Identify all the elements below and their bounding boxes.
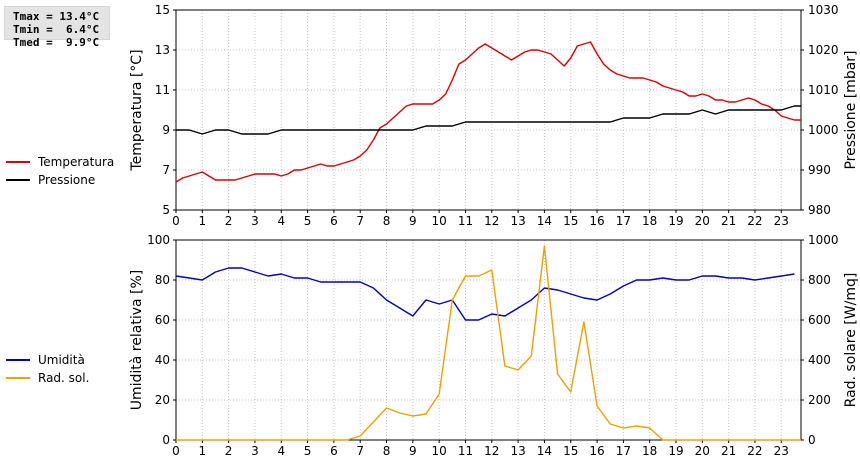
x-tick-label: 22 xyxy=(747,444,762,458)
x-tick-label: 10 xyxy=(432,444,447,458)
x-tick-label: 18 xyxy=(642,444,657,458)
y-left-tick-label: 13 xyxy=(155,43,170,57)
x-tick-label: 15 xyxy=(563,214,578,228)
x-tick-label: 11 xyxy=(458,214,473,228)
x-tick-label: 16 xyxy=(589,444,604,458)
y-left-tick-label: 9 xyxy=(162,123,170,137)
y-left-tick-label: 5 xyxy=(162,203,170,217)
x-tick-label: 14 xyxy=(537,444,552,458)
y-left-axis-label: Umidità relativa [%] xyxy=(129,270,145,411)
y-right-tick-label: 400 xyxy=(808,353,831,367)
x-tick-label: 0 xyxy=(172,444,180,458)
x-tick-label: 10 xyxy=(432,214,447,228)
x-tick-label: 3 xyxy=(251,214,259,228)
y-right-axis-label: Pressione [mbar] xyxy=(843,50,859,169)
x-tick-label: 9 xyxy=(409,214,417,228)
series-line-umidit- xyxy=(175,267,795,321)
x-tick-label: 13 xyxy=(510,444,525,458)
x-tick-label: 17 xyxy=(616,444,631,458)
x-tick-label: 21 xyxy=(721,214,736,228)
x-tick-label: 8 xyxy=(383,214,391,228)
stat-tmed: Tmed = 9.9°C xyxy=(13,36,100,49)
chart-2: 0 1 2 3 4 5 6 7 8 9 10 11 12 13 14 15 16 17 18 19 20 21 22 2302… xyxy=(6,233,859,458)
x-tick-label: 6 xyxy=(330,444,338,458)
x-tick-label: 18 xyxy=(642,214,657,228)
y-right-tick-label: 600 xyxy=(808,313,831,327)
series-line-pressione xyxy=(176,105,801,135)
y-right-tick-label: 1030 xyxy=(808,3,839,17)
x-tick-label: 7 xyxy=(356,444,364,458)
x-tick-label: 5 xyxy=(304,444,312,458)
y-left-tick-label: 20 xyxy=(155,393,170,407)
x-tick-label: 14 xyxy=(537,214,552,228)
stat-tmax: Tmax = 13.4°C xyxy=(13,10,100,23)
x-tick-label: 22 xyxy=(747,214,762,228)
stat-tmin: Tmin = 6.4°C xyxy=(13,23,100,36)
x-tick-label: 21 xyxy=(721,444,736,458)
y-left-tick-label: 7 xyxy=(162,163,170,177)
x-tick-label: 1 xyxy=(198,214,206,228)
x-tick-label: 23 xyxy=(774,214,789,228)
x-tick-label: 7 xyxy=(356,214,364,228)
x-tick-label: 20 xyxy=(695,444,710,458)
y-left-tick-label: 15 xyxy=(155,3,170,17)
x-tick-label: 12 xyxy=(484,444,499,458)
x-tick-label: 3 xyxy=(251,444,259,458)
y-left-tick-label: 0 xyxy=(162,433,170,447)
y-left-tick-label: 80 xyxy=(155,273,170,287)
x-tick-label: 0 xyxy=(172,214,180,228)
x-tick-label: 23 xyxy=(774,444,789,458)
x-tick-label: 15 xyxy=(563,444,578,458)
y-right-tick-label: 1000 xyxy=(808,123,839,137)
x-tick-label: 16 xyxy=(589,214,604,228)
chart-1: 0 1 2 3 4 5 6 7 8 9 10 11 12 13 14 15 16 17 18 19 20 21 22 2357… xyxy=(6,3,859,228)
x-tick-label: 2 xyxy=(225,444,233,458)
stats-box: Tmax = 13.4°C Tmin = 6.4°C Tmed = 9.9°C xyxy=(4,6,110,49)
x-tick-label: 17 xyxy=(616,214,631,228)
y-right-tick-label: 980 xyxy=(808,203,831,217)
y-left-tick-label: 100 xyxy=(147,233,170,247)
x-tick-label: 19 xyxy=(668,214,683,228)
x-tick-label: 1 xyxy=(198,444,206,458)
x-tick-label: 5 xyxy=(304,214,312,228)
y-left-tick-label: 11 xyxy=(155,83,170,97)
series-line-temperatura xyxy=(175,41,801,183)
legend-label: Pressione xyxy=(38,173,95,187)
y-right-axis-label: Rad. solare [W/mq] xyxy=(843,273,859,408)
series-line-rad-sol- xyxy=(176,245,801,441)
x-tick-label: 12 xyxy=(484,214,499,228)
y-left-axis-label: Temperatura [°C] xyxy=(129,49,145,171)
plot-frame xyxy=(175,239,802,441)
y-right-tick-label: 800 xyxy=(808,273,831,287)
y-right-tick-label: 0 xyxy=(808,433,816,447)
x-tick-label: 11 xyxy=(458,444,473,458)
x-tick-label: 20 xyxy=(695,214,710,228)
plot-frame xyxy=(175,9,802,211)
legend-label: Umidità xyxy=(38,353,85,367)
y-right-tick-label: 990 xyxy=(808,163,831,177)
x-tick-label: 13 xyxy=(510,214,525,228)
y-right-tick-label: 1020 xyxy=(808,43,839,57)
x-tick-label: 9 xyxy=(409,444,417,458)
y-right-tick-label: 200 xyxy=(808,393,831,407)
x-tick-label: 19 xyxy=(668,444,683,458)
legend-label: Temperatura xyxy=(37,155,114,169)
x-tick-label: 2 xyxy=(225,214,233,228)
y-right-tick-label: 1000 xyxy=(808,233,839,247)
y-left-tick-label: 40 xyxy=(155,353,170,367)
y-right-tick-label: 1010 xyxy=(808,83,839,97)
x-tick-label: 6 xyxy=(330,214,338,228)
legend-label: Rad. sol. xyxy=(38,371,89,385)
x-tick-label: 4 xyxy=(277,444,285,458)
x-tick-label: 8 xyxy=(383,444,391,458)
x-tick-label: 4 xyxy=(277,214,285,228)
y-left-tick-label: 60 xyxy=(155,313,170,327)
